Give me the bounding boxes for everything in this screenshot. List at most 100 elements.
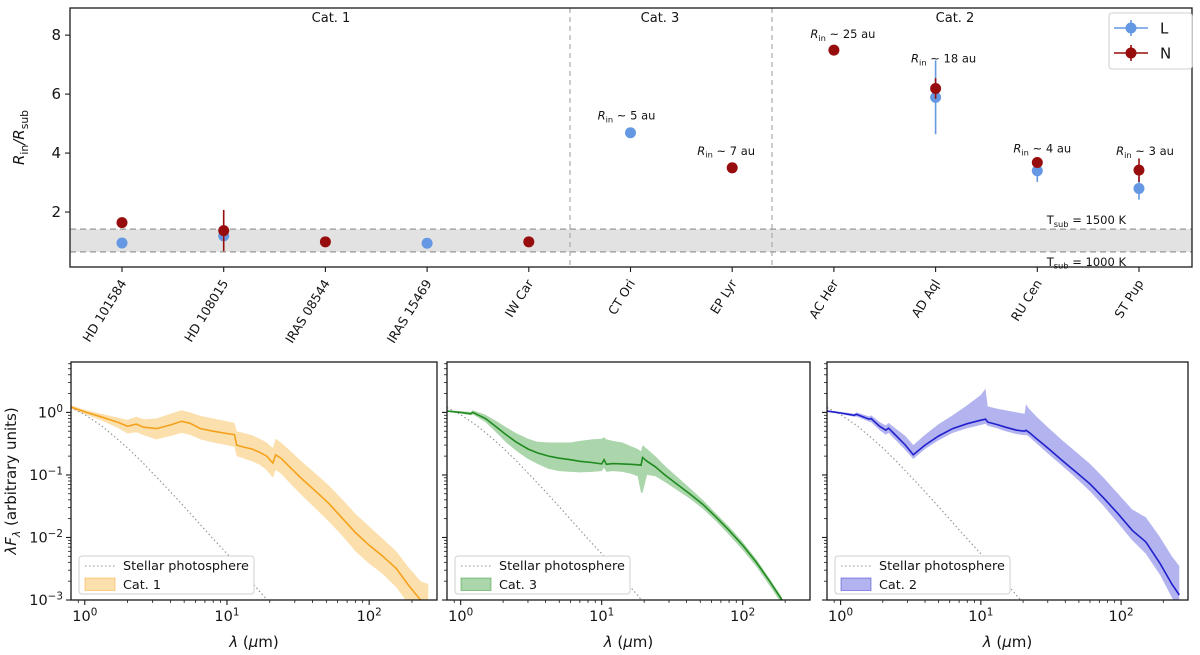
legend-marker-L xyxy=(1125,22,1137,34)
scatter-point xyxy=(116,237,128,249)
legend-category-label: Cat. 1 xyxy=(123,578,161,593)
photosphere-curve xyxy=(71,407,268,600)
y-ticks: 100 10−1 10−2 10−3 xyxy=(29,363,71,609)
star-name-label: HD 108015 xyxy=(181,277,231,345)
photosphere-curve xyxy=(827,407,1022,600)
tsub-1000-label: Tsub = 1000 K xyxy=(1046,255,1127,271)
scatter-point xyxy=(828,44,840,56)
x-ticks: 100 101 102 xyxy=(828,600,1164,625)
scatter-point xyxy=(1031,157,1043,169)
median-sed-line xyxy=(827,410,1180,596)
sed-panel-cat2: 100 101 102 λ (μm) Stellar photosphere Cat. 2 xyxy=(822,361,1189,651)
sed-legend: Stellar photosphere Cat. 2 xyxy=(834,555,1011,595)
rin-annotation: Rin ~ 7 au xyxy=(697,144,755,160)
scatter-point xyxy=(116,217,128,229)
plot-frame xyxy=(69,7,1193,268)
x-tick-label: 100 xyxy=(828,606,853,625)
sed-legend: Stellar photosphere Cat. 1 xyxy=(78,555,255,595)
legend-patch xyxy=(460,577,492,591)
scatter-point xyxy=(218,225,230,237)
star-name-label: HD 101584 xyxy=(79,277,129,345)
sublimation-band: Tsub = 1500 K Tsub = 1000 K xyxy=(70,213,1192,271)
x-tick-label: 102 xyxy=(1109,606,1134,625)
y-ticks xyxy=(442,363,447,601)
legend-label: N xyxy=(1160,45,1171,63)
star-name-label: AC Her xyxy=(806,276,842,321)
star-name-label: RU Cen xyxy=(1008,277,1045,324)
legend-category-label: Cat. 2 xyxy=(879,578,917,593)
star-name-label: IRAS 15469 xyxy=(384,277,435,346)
photosphere-curve xyxy=(447,407,643,600)
legend-photosphere-label: Stellar photosphere xyxy=(879,559,1005,574)
scatter-point xyxy=(1031,165,1043,177)
rin-annotation: Rin ~ 4 au xyxy=(1013,142,1071,158)
legend-patch xyxy=(84,577,116,591)
x-ticks: 100 101 102 xyxy=(448,600,786,625)
category-label: Cat. 2 xyxy=(936,11,975,26)
y-axis-title: Rin/Rsub xyxy=(10,110,31,165)
rin-annotation: Rin ~ 18 au xyxy=(911,51,976,67)
legend-photosphere-label: Stellar photosphere xyxy=(499,559,625,574)
series-L xyxy=(116,60,1145,249)
scatter-point xyxy=(1133,164,1145,176)
scatter-legend: LN xyxy=(1108,12,1193,70)
y-tick-label: 100 xyxy=(38,403,63,422)
x-tick-label: 100 xyxy=(448,606,473,625)
x-tick-label: 100 xyxy=(72,606,97,625)
star-name-label: IRAS 08544 xyxy=(282,277,333,346)
scatter-point xyxy=(726,162,738,174)
y-axis-title: λFλ (arbitrary units) xyxy=(2,407,23,555)
y-tick-label: 10−1 xyxy=(29,465,63,484)
y-axis: 2 4 6 8 Rin/Rsub xyxy=(10,26,70,221)
rin-annotation: Rin ~ 5 au xyxy=(598,109,656,125)
x-axis-title: λ (μm) xyxy=(228,633,279,651)
category-groups: Cat. 1 Cat. 3 Cat. 2 xyxy=(312,8,975,267)
y-tick-label: 10−3 xyxy=(29,590,63,609)
sed-panel-cat1: 100 101 102 λ (μm) 100 10−1 10−2 10−3 λFλ (arbit… xyxy=(2,361,438,651)
y-tick-label: 10−2 xyxy=(29,528,63,547)
star-name-label: IW Car xyxy=(502,276,537,320)
x-tick-label: 102 xyxy=(730,606,755,625)
uncertainty-band xyxy=(447,410,782,600)
data-points xyxy=(116,44,1145,252)
x-tick-label: 102 xyxy=(357,606,382,625)
star-name-label: EP Lyr xyxy=(707,276,740,317)
legend-marker-N xyxy=(1125,47,1137,59)
y-tick-label: 4 xyxy=(51,144,61,162)
legend-category-label: Cat. 3 xyxy=(499,578,537,593)
star-name-label: CT Ori xyxy=(605,277,638,318)
x-axis: HD 101584 HD 108015 IRAS 08544 IRAS 15469 IW… xyxy=(79,267,1147,346)
legend-patch xyxy=(840,577,872,591)
scatter-point xyxy=(1133,182,1145,194)
sed-panel-cat3: 100 101 102 λ (μm) Stellar photosphere Cat. 3 xyxy=(442,361,811,651)
category-label: Cat. 3 xyxy=(641,11,680,26)
legend-label: L xyxy=(1160,20,1169,38)
y-tick-label: 8 xyxy=(51,26,61,44)
scatter-point xyxy=(625,127,636,139)
x-ticks: 100 101 102 xyxy=(72,600,413,625)
x-axis-title: λ (μm) xyxy=(982,633,1033,651)
rin-annotation: Rin ~ 25 au xyxy=(810,27,875,43)
median-sed-line xyxy=(447,410,783,600)
x-axis-title: λ (μm) xyxy=(603,633,654,651)
rin-annotations: Rin ~ 5 au Rin ~ 7 au Rin ~ 25 au Rin ~ 18 … xyxy=(598,27,1174,160)
sed-panels: 100 101 102 λ (μm) 100 10−1 10−2 10−3 λFλ (arbit… xyxy=(2,361,1189,651)
x-tick-label: 101 xyxy=(214,606,239,625)
legend-photosphere-label: Stellar photosphere xyxy=(123,559,249,574)
star-name-label: AD Aql xyxy=(908,277,943,320)
rin-annotation: Rin ~ 3 au xyxy=(1116,144,1174,160)
x-tick-label: 101 xyxy=(589,606,614,625)
x-tick-label: 101 xyxy=(968,606,993,625)
uncertainty-band xyxy=(71,405,429,600)
y-tick-label: 6 xyxy=(51,85,61,103)
scatter-point xyxy=(930,82,942,94)
uncertainty-band xyxy=(827,388,1180,600)
scatter-point xyxy=(421,237,433,249)
scatter-point xyxy=(523,236,535,248)
y-ticks xyxy=(822,363,827,601)
median-sed-line xyxy=(71,406,423,600)
star-name-label: ST Pup xyxy=(1111,277,1146,321)
y-tick-label: 2 xyxy=(51,203,61,221)
scatter-point xyxy=(319,236,331,248)
